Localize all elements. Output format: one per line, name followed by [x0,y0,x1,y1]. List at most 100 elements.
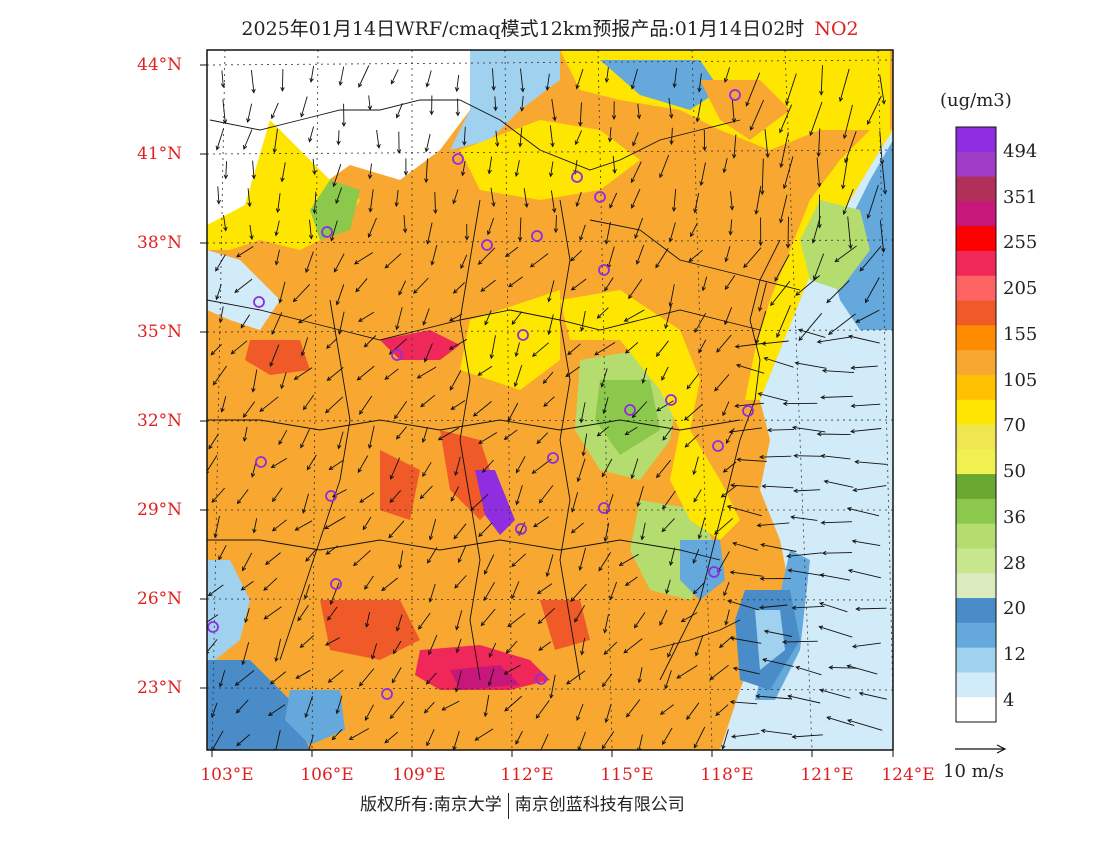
wind-arrow [368,189,374,213]
wind-arrow [457,545,467,564]
wind-arrow [207,614,219,623]
wind-arrow [402,215,408,234]
lon-label: 124°E [881,765,935,785]
wind-arrow [425,672,437,685]
wind-arrow [395,307,403,331]
wind-arrow [577,731,586,750]
wind-arrow [867,95,882,125]
wind-arrow [478,522,493,538]
colorbar-swatch [956,449,996,475]
wind-arrow [847,334,880,344]
wind-arrow [312,158,317,176]
wind-arrow [216,186,221,205]
wind-arrow [624,576,638,586]
company-text: 南京创蓝科技有限公司 [514,795,685,815]
wind-arrow [363,335,377,348]
wind-arrow [634,217,644,240]
wind-arrow [665,579,671,595]
wind-arrow [367,163,373,180]
wind-arrow [576,458,586,483]
wind-arrow [791,605,825,611]
wind-arrow [424,158,429,184]
wind-arrow [850,428,882,434]
wind-arrow [735,363,765,374]
graticule [207,50,893,750]
wind-arrow [301,493,309,514]
wind-arrow [693,489,702,503]
wind-arrow [533,516,549,528]
wind-arrow [820,453,851,460]
wind-arrow [472,401,492,417]
wind-arrow [418,612,431,630]
wind-arrow [618,553,639,566]
lon-label: 112°E [500,765,554,785]
wind-arrow [842,104,853,140]
wind-arrow [425,70,432,88]
wind-arrow [370,643,378,660]
colorbar-swatch [956,498,996,525]
wind-arrow [624,342,639,354]
wind-arrow [392,640,402,655]
wind-arrow [271,519,287,532]
wind-arrow [828,313,856,336]
wind-arrow [448,338,468,350]
colorbar-swatch [956,201,996,227]
wind-arrow [460,254,468,270]
wind-arrow [816,157,822,188]
wind-arrow [274,220,280,237]
wind-arrow [570,278,587,291]
wind-arrow [359,395,373,415]
wind-arrow [421,426,429,444]
colorbar-label: 36 [1003,507,1026,528]
wind-arrow [767,427,795,433]
wind-arrow [728,427,762,434]
wind-arrow [477,247,496,265]
wind-arrow [798,312,823,342]
wind-arrow [529,253,549,268]
wind-arrow [420,394,436,408]
wind-arrow [761,484,794,489]
wind-arrow [596,426,610,437]
wind-arrow [701,276,708,292]
boundaries [207,99,801,681]
wind-arrow [427,546,438,564]
wind-arrow [292,283,311,303]
wind-arrow [664,670,672,690]
city-marker [391,349,403,361]
wind-arrow [222,99,228,125]
wind-arrow [513,364,523,388]
wind-arrow [240,580,254,591]
wind-arrow [697,73,702,93]
wind-arrow [332,164,342,188]
wind-arrow [730,733,760,739]
wind-arrow [549,125,555,148]
wind-arrow [267,704,286,717]
wind-arrow [507,612,526,628]
wind-arrow [728,219,733,236]
wind-arrow [834,245,857,263]
wind-arrow [236,246,254,258]
colorbar-swatch [956,151,996,178]
wind-arrow [397,550,404,570]
wind-arrow [487,668,495,687]
colorbar-swatch [956,647,996,673]
wind-arrow [223,215,228,232]
wind-arrow [450,486,460,502]
title-text: 2025年01月14日WRF/cmaq模式12km预报产品:01月14日02时 [241,18,805,40]
wind-arrow [389,490,402,504]
wind-arrow [359,492,375,503]
wind-arrow [602,397,609,415]
wind-arrow [636,103,642,120]
wind-arrow [218,545,227,561]
colorbar-swatch [956,275,996,302]
wind-arrow [820,395,853,400]
colorbar-swatch [956,399,996,425]
wind-arrow [433,191,438,215]
wind-arrow [452,282,466,294]
wind-arrow [304,696,313,719]
wind-arrow [662,426,674,441]
wind-arrow [212,365,227,386]
wind-arrow [355,278,368,293]
wind-arrow [278,281,286,304]
wind-arrow [656,400,674,412]
